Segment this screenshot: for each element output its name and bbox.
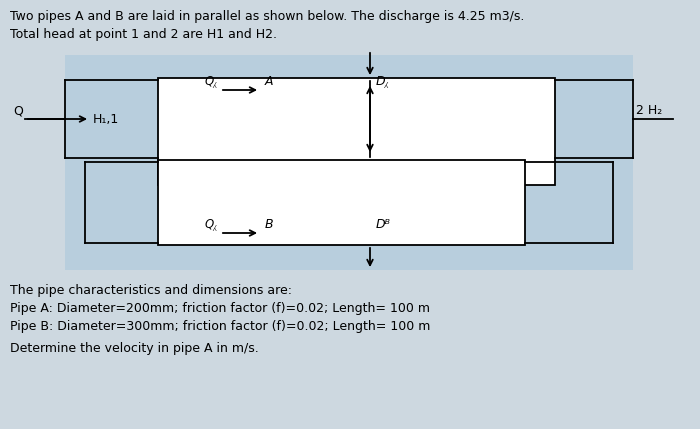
Text: H₁,1: H₁,1 — [93, 112, 119, 126]
Text: 2 H₂: 2 H₂ — [636, 104, 662, 117]
Text: Dᴮ: Dᴮ — [376, 218, 391, 231]
Text: Determine the velocity in pipe A in m/s.: Determine the velocity in pipe A in m/s. — [10, 342, 259, 355]
Text: A: A — [265, 75, 274, 88]
Text: Pipe A: Diameter=200mm; friction factor (f)=0.02; Length= 100 m: Pipe A: Diameter=200mm; friction factor … — [10, 302, 430, 315]
Text: Q⁁: Q⁁ — [204, 218, 217, 231]
Bar — [158, 78, 555, 185]
Text: Two pipes A and B are laid in parallel as shown below. The discharge is 4.25 m3/: Two pipes A and B are laid in parallel a… — [10, 10, 524, 23]
Text: The pipe characteristics and dimensions are:: The pipe characteristics and dimensions … — [10, 284, 292, 297]
Text: Total head at point 1 and 2 are H1 and H2.: Total head at point 1 and 2 are H1 and H… — [10, 28, 277, 41]
Bar — [65, 55, 633, 270]
Text: Q⁁: Q⁁ — [204, 75, 217, 88]
Text: Q: Q — [13, 104, 23, 117]
Bar — [158, 160, 525, 245]
Text: B: B — [265, 218, 274, 231]
Text: D⁁: D⁁ — [376, 75, 389, 88]
Text: Pipe B: Diameter=300mm; friction factor (f)=0.02; Length= 100 m: Pipe B: Diameter=300mm; friction factor … — [10, 320, 430, 333]
